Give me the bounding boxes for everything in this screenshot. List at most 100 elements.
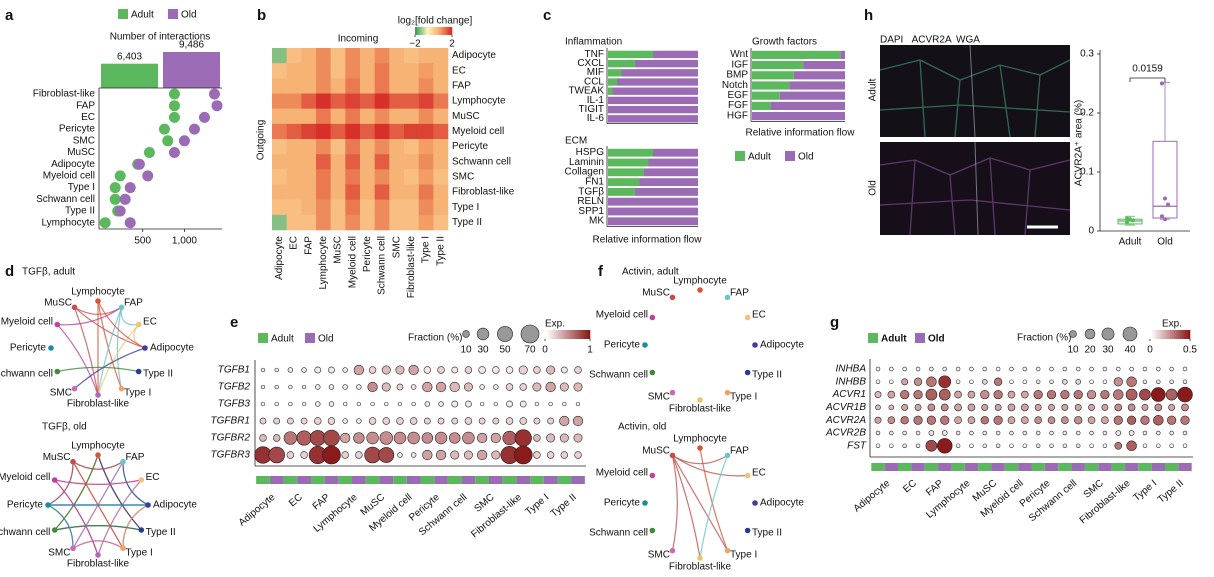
cell <box>418 139 434 155</box>
dot <box>518 365 528 375</box>
cell <box>316 199 331 216</box>
dot <box>1035 443 1041 449</box>
node-label: Myeloid cell <box>596 468 648 479</box>
dot <box>1125 388 1138 401</box>
cell <box>404 214 419 231</box>
node <box>744 314 751 321</box>
dot <box>1177 386 1193 403</box>
colorbar-step <box>547 330 550 339</box>
row-label: Pericyte <box>452 141 489 152</box>
dot <box>1089 366 1094 372</box>
dot <box>422 381 433 393</box>
cell <box>418 78 434 94</box>
dot <box>875 366 881 372</box>
dot <box>490 432 501 444</box>
dot <box>300 451 308 459</box>
dot <box>982 379 988 385</box>
node-label: Schwann cell <box>0 369 53 380</box>
total-bar <box>101 63 158 88</box>
dot <box>1022 443 1028 449</box>
node <box>649 472 656 479</box>
dot <box>366 431 379 445</box>
colorbar-step <box>587 330 591 339</box>
dot <box>562 401 567 407</box>
cell <box>404 199 419 216</box>
dot <box>260 367 266 373</box>
dot <box>1034 403 1042 411</box>
total-bar <box>163 52 220 88</box>
cell <box>301 214 317 231</box>
bar-segment <box>840 50 845 59</box>
dot <box>1115 430 1122 436</box>
size-key-label: 10 <box>460 345 472 356</box>
colorbar-step <box>433 27 436 35</box>
cell <box>316 78 331 94</box>
cell <box>316 169 331 185</box>
dot <box>1156 379 1161 385</box>
dot <box>438 401 444 407</box>
cell <box>360 214 375 231</box>
row-label: Type II <box>452 217 482 228</box>
cell <box>389 48 405 64</box>
colorbar-step <box>565 330 568 339</box>
y-tick-label: FGF <box>728 100 748 111</box>
y-tick-label: EGF <box>727 90 748 101</box>
dot <box>1073 390 1083 400</box>
dot <box>1127 415 1137 425</box>
dot <box>1102 443 1108 449</box>
group-strip <box>297 476 311 484</box>
y-tick-label: 0 <box>1088 226 1094 237</box>
dot <box>364 446 381 464</box>
colorbar-step <box>1162 330 1165 339</box>
dot <box>114 205 126 217</box>
dot <box>342 418 348 424</box>
dot <box>1142 430 1148 436</box>
node <box>120 458 126 465</box>
cell <box>404 184 419 200</box>
dot <box>1169 379 1174 385</box>
dot <box>875 443 881 449</box>
colorbar-step <box>426 27 429 35</box>
micrographs <box>879 44 1071 236</box>
dot <box>493 384 499 390</box>
node-label: SMC <box>50 388 72 399</box>
node <box>649 527 656 534</box>
node <box>669 389 676 396</box>
dot <box>1089 379 1094 385</box>
node-label: SMC <box>48 547 70 558</box>
dot <box>1049 430 1054 436</box>
cell <box>374 63 390 79</box>
dot <box>434 431 448 445</box>
node <box>118 304 125 311</box>
dot <box>109 193 121 205</box>
dot <box>1048 403 1055 411</box>
dot <box>1182 379 1188 385</box>
edge <box>57 366 139 373</box>
dot <box>178 135 190 147</box>
y-tick-label: Type I <box>68 182 95 193</box>
colorbar-step <box>442 27 445 35</box>
cell <box>360 169 375 185</box>
colorbar-step <box>1174 330 1177 339</box>
cell <box>345 93 361 109</box>
cell <box>272 214 287 231</box>
dot <box>889 443 894 449</box>
cell <box>316 63 331 79</box>
legend-label: Adult <box>881 334 907 345</box>
dot <box>532 382 542 392</box>
dot <box>1102 379 1108 385</box>
cell <box>316 123 331 140</box>
dot <box>940 415 950 425</box>
bar-segment <box>752 112 845 121</box>
dot <box>889 379 894 385</box>
dot <box>1100 390 1110 400</box>
cell <box>389 63 405 79</box>
cell <box>345 48 361 64</box>
group-strip <box>911 463 925 471</box>
dot <box>560 451 569 459</box>
dot <box>902 366 907 372</box>
node-label: Lymphocyte <box>673 276 727 287</box>
dot <box>505 417 514 425</box>
y-tick-label: HGF <box>727 110 748 121</box>
dot <box>288 401 293 407</box>
